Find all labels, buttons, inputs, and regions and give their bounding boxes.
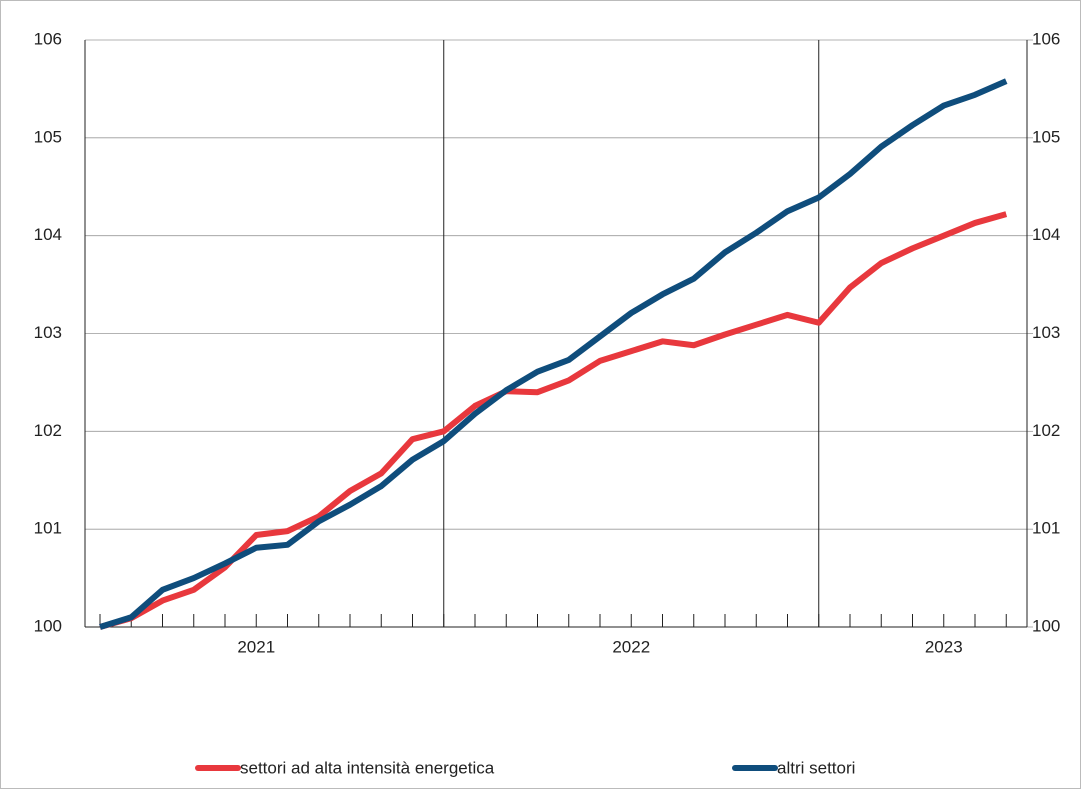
y2-tick-label: 106 xyxy=(1032,29,1060,48)
y-tick-label: 102 xyxy=(34,421,62,440)
y2-tick-label: 101 xyxy=(1032,519,1060,538)
legend-label: altri settori xyxy=(777,758,855,777)
y-tick-label: 103 xyxy=(34,323,62,342)
x-tick-label: 2022 xyxy=(612,637,650,656)
y-tick-label: 104 xyxy=(34,225,62,244)
y-tick-label: 106 xyxy=(34,29,62,48)
x-tick-label: 2023 xyxy=(925,637,963,656)
y-tick-label: 100 xyxy=(34,616,62,635)
y-tick-label: 105 xyxy=(34,127,62,146)
y2-tick-label: 100 xyxy=(1032,616,1060,635)
series-line xyxy=(99,78,1008,630)
y-tick-label: 101 xyxy=(34,519,62,538)
y2-tick-label: 105 xyxy=(1032,127,1060,146)
x-tick-label: 2021 xyxy=(237,637,275,656)
legend-label: settori ad alta intensità energetica xyxy=(240,758,495,777)
y2-tick-label: 102 xyxy=(1032,421,1060,440)
series-line xyxy=(99,211,1008,630)
y2-tick-label: 103 xyxy=(1032,323,1060,342)
y2-tick-label: 104 xyxy=(1032,225,1060,244)
